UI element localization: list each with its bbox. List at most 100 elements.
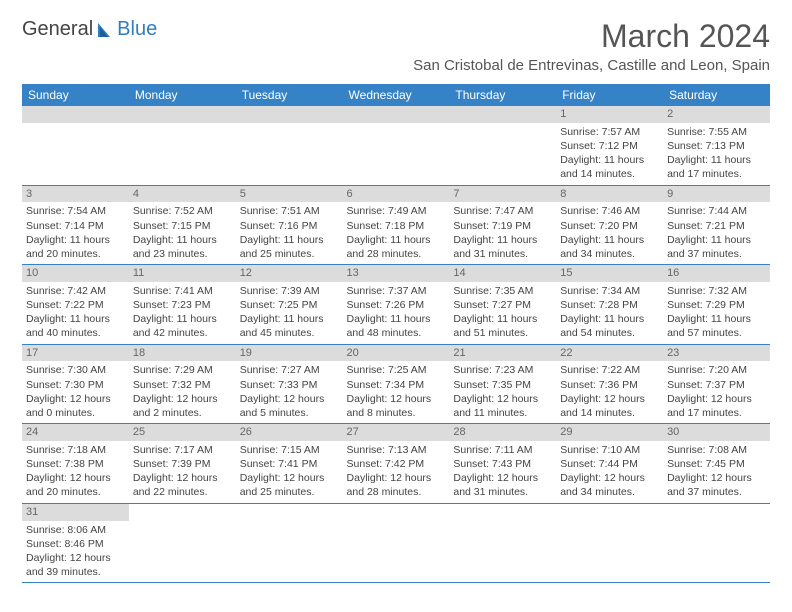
weekday-header: Saturday xyxy=(663,84,770,106)
calendar-cell: 14 Sunrise: 7:35 AMSunset: 7:27 PMDayligh… xyxy=(449,265,556,345)
calendar-cell: 30 Sunrise: 7:08 AMSunset: 7:45 PMDayligh… xyxy=(663,424,770,504)
calendar-cell: 15 Sunrise: 7:34 AMSunset: 7:28 PMDayligh… xyxy=(556,265,663,345)
day-number: 11 xyxy=(129,265,236,282)
page-title: March 2024 xyxy=(413,18,770,55)
day-number: 25 xyxy=(129,424,236,441)
day-number: 20 xyxy=(343,345,450,362)
calendar-cell: 4Sunrise: 7:52 AMSunset: 7:15 PMDaylight… xyxy=(129,185,236,265)
day-number: 5 xyxy=(236,186,343,203)
day-details: Sunrise: 7:15 AMSunset: 7:41 PMDaylight:… xyxy=(240,443,339,500)
day-number: 30 xyxy=(663,424,770,441)
calendar-row: 24 Sunrise: 7:18 AMSunset: 7:38 PMDayligh… xyxy=(22,424,770,504)
day-details: Sunrise: 7:27 AMSunset: 7:33 PMDaylight:… xyxy=(240,363,339,420)
day-number: 23 xyxy=(663,345,770,362)
calendar-row: 3Sunrise: 7:54 AMSunset: 7:14 PMDaylight… xyxy=(22,185,770,265)
day-details: Sunrise: 7:18 AMSunset: 7:38 PMDaylight:… xyxy=(26,443,125,500)
logo-text-1: General xyxy=(22,18,93,41)
day-details: Sunrise: 7:08 AMSunset: 7:45 PMDaylight:… xyxy=(667,443,766,500)
sail-icon xyxy=(96,21,116,39)
day-details: Sunrise: 7:30 AMSunset: 7:30 PMDaylight:… xyxy=(26,363,125,420)
day-number: 7 xyxy=(449,186,556,203)
calendar-cell: 29Sunrise: 7:10 AMSunset: 7:44 PMDayligh… xyxy=(556,424,663,504)
calendar-cell: 10Sunrise: 7:42 AMSunset: 7:22 PMDayligh… xyxy=(22,265,129,345)
day-number: 6 xyxy=(343,186,450,203)
day-details: Sunrise: 7:23 AMSunset: 7:35 PMDaylight:… xyxy=(453,363,552,420)
calendar-cell-empty xyxy=(449,503,556,583)
calendar-cell: 31 Sunrise: 8:06 AMSunset: 8:46 PMDayligh… xyxy=(22,503,129,583)
calendar-cell: 1 Sunrise: 7:57 AMSunset: 7:12 PMDaylight… xyxy=(556,106,663,185)
calendar-cell: 16Sunrise: 7:32 AMSunset: 7:29 PMDayligh… xyxy=(663,265,770,345)
day-details: Sunrise: 7:41 AMSunset: 7:23 PMDaylight:… xyxy=(133,284,232,341)
calendar-cell: 8Sunrise: 7:46 AMSunset: 7:20 PMDaylight… xyxy=(556,185,663,265)
day-details: Sunrise: 7:20 AMSunset: 7:37 PMDaylight:… xyxy=(667,363,766,420)
day-number: 2 xyxy=(663,106,770,123)
calendar-cell: 6Sunrise: 7:49 AMSunset: 7:18 PMDaylight… xyxy=(343,185,450,265)
weekday-header: Monday xyxy=(129,84,236,106)
day-details: Sunrise: 8:06 AMSunset: 8:46 PMDaylight:… xyxy=(26,523,125,580)
calendar-cell: 26 Sunrise: 7:15 AMSunset: 7:41 PMDayligh… xyxy=(236,424,343,504)
day-details: Sunrise: 7:42 AMSunset: 7:22 PMDaylight:… xyxy=(26,284,125,341)
day-number: 12 xyxy=(236,265,343,282)
day-details: Sunrise: 7:25 AMSunset: 7:34 PMDaylight:… xyxy=(347,363,446,420)
calendar-cell-empty xyxy=(663,503,770,583)
day-details: Sunrise: 7:52 AMSunset: 7:15 PMDaylight:… xyxy=(133,204,232,261)
day-number: 18 xyxy=(129,345,236,362)
day-number: 1 xyxy=(556,106,663,123)
logo: General Blue xyxy=(22,18,157,41)
day-number: 15 xyxy=(556,265,663,282)
calendar-cell: 17Sunrise: 7:30 AMSunset: 7:30 PMDayligh… xyxy=(22,344,129,424)
day-details: Sunrise: 7:57 AMSunset: 7:12 PMDaylight:… xyxy=(560,125,659,182)
calendar-cell-empty xyxy=(236,106,343,185)
day-number: 4 xyxy=(129,186,236,203)
day-number: 17 xyxy=(22,345,129,362)
calendar-cell: 27Sunrise: 7:13 AMSunset: 7:42 PMDayligh… xyxy=(343,424,450,504)
day-number: 27 xyxy=(343,424,450,441)
calendar-cell-empty xyxy=(236,503,343,583)
day-number: 14 xyxy=(449,265,556,282)
calendar-cell: 2 Sunrise: 7:55 AMSunset: 7:13 PMDaylight… xyxy=(663,106,770,185)
calendar-cell: 12Sunrise: 7:39 AMSunset: 7:25 PMDayligh… xyxy=(236,265,343,345)
weekday-header: Sunday xyxy=(22,84,129,106)
day-details: Sunrise: 7:51 AMSunset: 7:16 PMDaylight:… xyxy=(240,204,339,261)
day-number: 19 xyxy=(236,345,343,362)
calendar-cell: 5Sunrise: 7:51 AMSunset: 7:16 PMDaylight… xyxy=(236,185,343,265)
day-number: 26 xyxy=(236,424,343,441)
day-details: Sunrise: 7:37 AMSunset: 7:26 PMDaylight:… xyxy=(347,284,446,341)
calendar-row: 1 Sunrise: 7:57 AMSunset: 7:12 PMDaylight… xyxy=(22,106,770,185)
day-details: Sunrise: 7:17 AMSunset: 7:39 PMDaylight:… xyxy=(133,443,232,500)
calendar-cell-empty xyxy=(129,503,236,583)
day-details: Sunrise: 7:46 AMSunset: 7:20 PMDaylight:… xyxy=(560,204,659,261)
calendar-row: 10Sunrise: 7:42 AMSunset: 7:22 PMDayligh… xyxy=(22,265,770,345)
calendar-cell: 19Sunrise: 7:27 AMSunset: 7:33 PMDayligh… xyxy=(236,344,343,424)
calendar-cell: 13 Sunrise: 7:37 AMSunset: 7:26 PMDayligh… xyxy=(343,265,450,345)
day-number: 21 xyxy=(449,345,556,362)
calendar-cell: 7Sunrise: 7:47 AMSunset: 7:19 PMDaylight… xyxy=(449,185,556,265)
day-number: 22 xyxy=(556,345,663,362)
day-number: 3 xyxy=(22,186,129,203)
calendar-cell: 24 Sunrise: 7:18 AMSunset: 7:38 PMDayligh… xyxy=(22,424,129,504)
calendar-cell: 28Sunrise: 7:11 AMSunset: 7:43 PMDayligh… xyxy=(449,424,556,504)
day-details: Sunrise: 7:35 AMSunset: 7:27 PMDaylight:… xyxy=(453,284,552,341)
calendar-cell-empty xyxy=(556,503,663,583)
calendar-cell: 11 Sunrise: 7:41 AMSunset: 7:23 PMDayligh… xyxy=(129,265,236,345)
weekday-header: Thursday xyxy=(449,84,556,106)
calendar-cell: 21Sunrise: 7:23 AMSunset: 7:35 PMDayligh… xyxy=(449,344,556,424)
calendar-cell: 25 Sunrise: 7:17 AMSunset: 7:39 PMDayligh… xyxy=(129,424,236,504)
day-details: Sunrise: 7:55 AMSunset: 7:13 PMDaylight:… xyxy=(667,125,766,182)
calendar-cell-empty xyxy=(449,106,556,185)
calendar-row: 17Sunrise: 7:30 AMSunset: 7:30 PMDayligh… xyxy=(22,344,770,424)
calendar-table: SundayMondayTuesdayWednesdayThursdayFrid… xyxy=(22,84,770,583)
day-details: Sunrise: 7:47 AMSunset: 7:19 PMDaylight:… xyxy=(453,204,552,261)
weekday-header: Tuesday xyxy=(236,84,343,106)
day-number: 24 xyxy=(22,424,129,441)
day-number: 31 xyxy=(22,504,129,521)
calendar-row: 31 Sunrise: 8:06 AMSunset: 8:46 PMDayligh… xyxy=(22,503,770,583)
day-details: Sunrise: 7:34 AMSunset: 7:28 PMDaylight:… xyxy=(560,284,659,341)
calendar-cell: 9Sunrise: 7:44 AMSunset: 7:21 PMDaylight… xyxy=(663,185,770,265)
day-details: Sunrise: 7:49 AMSunset: 7:18 PMDaylight:… xyxy=(347,204,446,261)
day-details: Sunrise: 7:11 AMSunset: 7:43 PMDaylight:… xyxy=(453,443,552,500)
day-number: 13 xyxy=(343,265,450,282)
day-details: Sunrise: 7:29 AMSunset: 7:32 PMDaylight:… xyxy=(133,363,232,420)
day-details: Sunrise: 7:22 AMSunset: 7:36 PMDaylight:… xyxy=(560,363,659,420)
calendar-cell: 3Sunrise: 7:54 AMSunset: 7:14 PMDaylight… xyxy=(22,185,129,265)
